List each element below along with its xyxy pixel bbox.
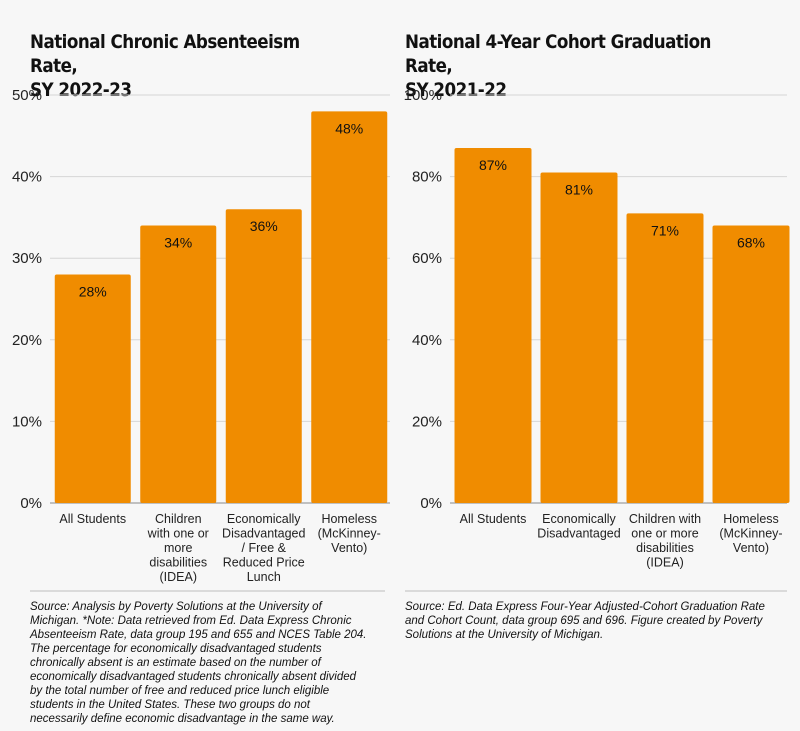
bar — [454, 148, 532, 504]
y-tick-label: 30% — [12, 250, 42, 267]
absenteeism-bar-chart: 0% 10% 20% 30% 40% 50% 28% All Students 34% Child… — [12, 87, 390, 592]
y-tick-label: 50% — [12, 87, 42, 104]
y-tick-label: 20% — [12, 332, 42, 349]
bar — [311, 111, 388, 503]
bar — [540, 172, 618, 503]
data-label: 28% — [79, 284, 107, 300]
source-note: Source: Ed. Data Express Four-Year Adjus… — [405, 601, 765, 641]
bar — [140, 225, 217, 503]
x-tick-label: Economically Disadvantaged — [537, 512, 620, 541]
x-tick-label: All Students — [460, 512, 527, 526]
y-tick-label: 60% — [412, 250, 442, 267]
graduation-chart-panel: National 4-Year Cohort Graduation Rate, … — [400, 0, 800, 731]
y-tick-label: 0% — [420, 495, 442, 512]
data-label: 48% — [335, 120, 363, 136]
y-tick-label: 10% — [12, 413, 42, 430]
x-tick-label: Economically Disadvantaged / Free & Reduced… — [222, 512, 305, 584]
data-label: 81% — [565, 182, 593, 198]
y-tick-label: 40% — [412, 332, 442, 349]
graduation-bar-chart: 0% 20% 40% 60% 80% 100% 87% All Students 81% Econ… — [404, 87, 790, 592]
x-tick-label: Children with one or more disabilities (IDE… — [629, 512, 701, 570]
x-tick-label: Children with one or more disabilities (IDEA… — [147, 512, 209, 584]
data-label: 36% — [250, 218, 278, 234]
chart-title: National 4-Year Cohort Graduation Rate, … — [405, 30, 722, 102]
y-tick-label: 80% — [412, 169, 442, 186]
bar — [712, 225, 790, 503]
bar — [626, 213, 704, 503]
bar — [54, 274, 131, 503]
data-label: 34% — [164, 235, 192, 251]
y-tick-label: 40% — [12, 169, 42, 186]
absenteeism-chart-panel: National Chronic Absenteeism Rate, SY 20… — [12, 31, 390, 725]
source-note: Source: Analysis by Poverty Solutions at… — [30, 601, 367, 725]
chart-title-line-1: National 4-Year Cohort Graduation Rate, — [405, 31, 711, 77]
data-label: 68% — [737, 235, 765, 251]
data-label: 71% — [651, 222, 679, 238]
x-tick-label: All Students — [59, 512, 126, 526]
data-label: 87% — [479, 157, 507, 173]
y-tick-label: 20% — [412, 413, 442, 430]
y-tick-label: 0% — [20, 495, 42, 512]
bar — [225, 209, 302, 504]
chart-title-line-1: National Chronic Absenteeism Rate, — [30, 31, 300, 77]
x-tick-label: Homeless (McKinney-Vento) — [318, 512, 381, 555]
y-tick-label: 100% — [404, 87, 442, 104]
x-tick-label: Homeless (McKinney-Vento) — [719, 512, 782, 555]
